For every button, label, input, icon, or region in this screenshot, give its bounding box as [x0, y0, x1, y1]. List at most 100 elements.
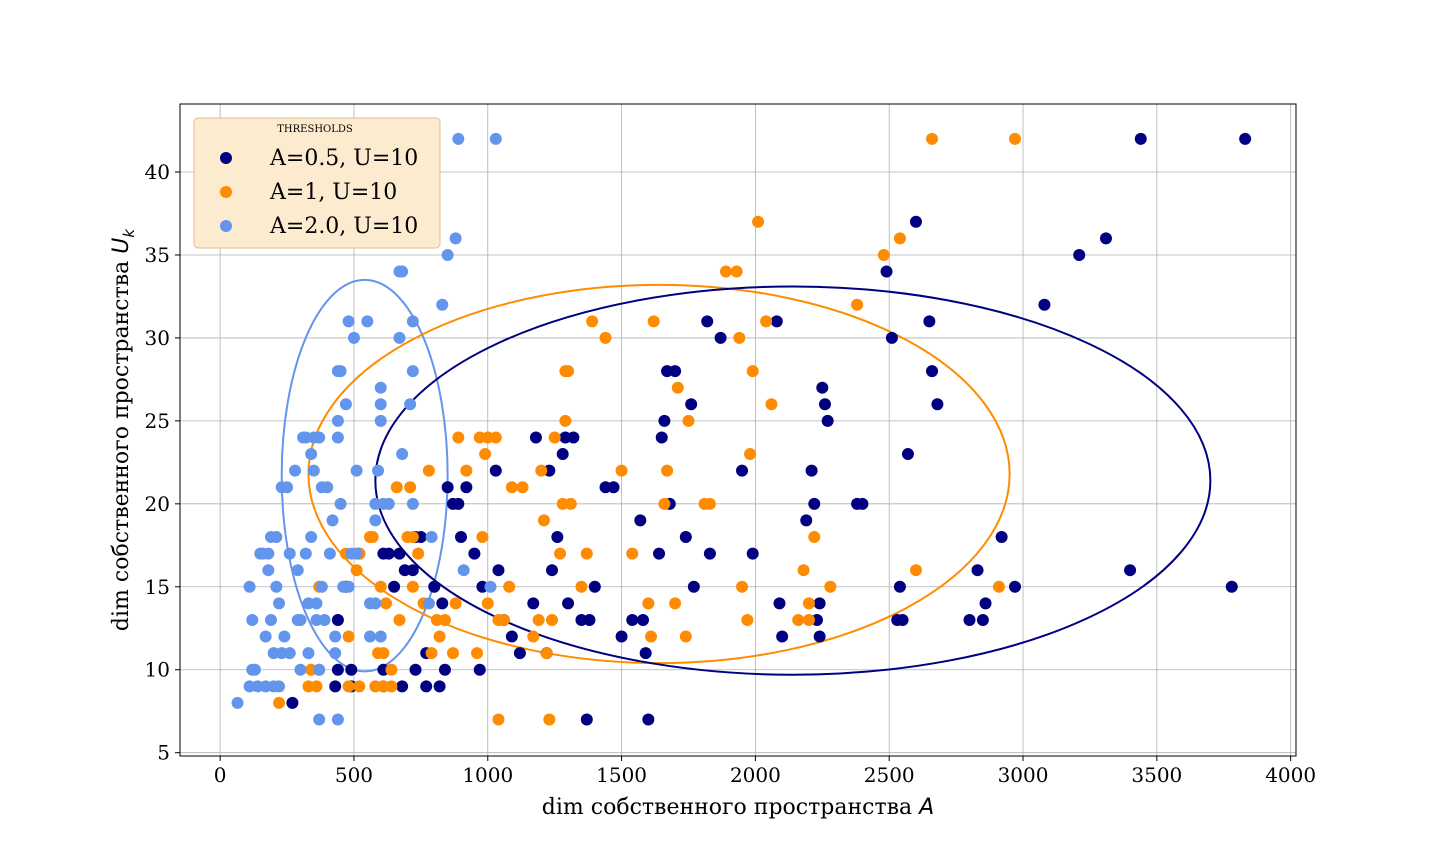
- scatter-point: [527, 597, 540, 610]
- scatter-point: [455, 531, 468, 544]
- scatter-point: [366, 531, 379, 544]
- scatter-point: [537, 514, 550, 527]
- scatter-point: [736, 464, 749, 477]
- scatter-point: [385, 680, 398, 693]
- series-1: [286, 132, 1252, 726]
- scatter-point: [452, 132, 465, 145]
- y-tick-label: 5: [157, 741, 170, 765]
- scatter-point: [567, 431, 580, 444]
- scatter-point: [350, 464, 363, 477]
- scatter-point: [281, 481, 294, 494]
- scatter-point: [808, 497, 821, 510]
- y-tick-label: 25: [145, 409, 170, 433]
- scatter-point: [877, 248, 890, 261]
- scatter-point: [380, 597, 393, 610]
- scatter-point: [626, 613, 639, 626]
- scatter-point: [642, 597, 655, 610]
- scatter-point: [372, 464, 385, 477]
- scatter-point: [658, 497, 671, 510]
- scatter-point: [441, 248, 454, 261]
- scatter-point: [329, 630, 342, 643]
- scatter-point: [626, 547, 639, 560]
- scatter-point: [452, 431, 465, 444]
- scatter-point: [851, 298, 864, 311]
- scatter-point: [1073, 248, 1086, 261]
- scatter-point: [813, 597, 826, 610]
- scatter-point: [995, 531, 1008, 544]
- scatter-point: [307, 464, 320, 477]
- scatter-point: [901, 448, 914, 461]
- scatter-point: [926, 132, 939, 145]
- scatter-point: [331, 613, 344, 626]
- scatter-point: [294, 663, 307, 676]
- scatter-point: [248, 663, 261, 676]
- scatter-point: [880, 265, 893, 278]
- scatter-point: [719, 265, 732, 278]
- scatter-point: [347, 331, 360, 344]
- scatter-point: [334, 365, 347, 378]
- scatter-point: [460, 464, 473, 477]
- scatter-point: [856, 497, 869, 510]
- scatter-point: [1038, 298, 1051, 311]
- scatter-point: [310, 597, 323, 610]
- scatter-point: [406, 315, 419, 328]
- scatter-point: [388, 580, 401, 593]
- scatter-point: [733, 331, 746, 344]
- scatter-point: [685, 398, 698, 411]
- x-tick-label: 4000: [1265, 763, 1316, 787]
- scatter-point: [562, 365, 575, 378]
- scatter-point: [420, 680, 433, 693]
- scatter-point: [752, 215, 765, 228]
- scatter-point: [393, 547, 406, 560]
- scatter-point: [653, 547, 666, 560]
- scatter-point: [535, 464, 548, 477]
- scatter-point: [543, 713, 556, 726]
- scatter-point: [805, 464, 818, 477]
- scatter-point: [746, 547, 759, 560]
- scatter-point: [321, 481, 334, 494]
- scatter-point: [639, 647, 652, 660]
- scatter-point: [489, 132, 502, 145]
- scatter-point: [353, 680, 366, 693]
- scatter-point: [792, 613, 805, 626]
- scatter-point: [497, 613, 510, 626]
- scatter-point: [406, 497, 419, 510]
- scatter-point: [489, 431, 502, 444]
- scatter-point: [931, 398, 944, 411]
- scatter-point: [642, 713, 655, 726]
- scatter-point: [546, 613, 558, 626]
- scatter-point: [636, 613, 649, 626]
- axis-ticks: 0 500 1000 1500 2000 2500 3000 3500 4000 5 10 15 20 2…: [145, 160, 1317, 787]
- scatter-point: [331, 414, 344, 427]
- scatter-point: [971, 564, 984, 577]
- series-3: [231, 132, 502, 726]
- x-tick-label: 0: [214, 763, 227, 787]
- scatter-point: [291, 564, 304, 577]
- scatter-point: [449, 232, 462, 245]
- scatter-point: [446, 647, 459, 660]
- scatter-point: [326, 514, 339, 527]
- scatter-point: [1008, 580, 1021, 593]
- scatter-point: [412, 547, 425, 560]
- scatter-point: [546, 564, 558, 577]
- legend-title: THRESHOLDS: [277, 124, 353, 135]
- scatter-point: [406, 580, 419, 593]
- scatter-point: [273, 680, 286, 693]
- scatter-point: [655, 431, 668, 444]
- scatter-point: [406, 564, 419, 577]
- scatter-point: [433, 680, 446, 693]
- ellipse-a-2-0-u-10: [280, 278, 449, 673]
- x-tick-label: 3500: [1131, 763, 1182, 787]
- scatter-point: [505, 630, 518, 643]
- scatter-point: [588, 580, 601, 593]
- scatter-point: [385, 663, 398, 676]
- scatter-point: [422, 464, 435, 477]
- scatter-point: [473, 663, 486, 676]
- scatter-point: [741, 613, 754, 626]
- scatter-point: [390, 481, 403, 494]
- scatter-point: [923, 315, 936, 328]
- scatter-point: [679, 531, 692, 544]
- scatter-point: [513, 647, 526, 660]
- scatter-point: [331, 713, 344, 726]
- y-tick-label: 35: [145, 243, 170, 267]
